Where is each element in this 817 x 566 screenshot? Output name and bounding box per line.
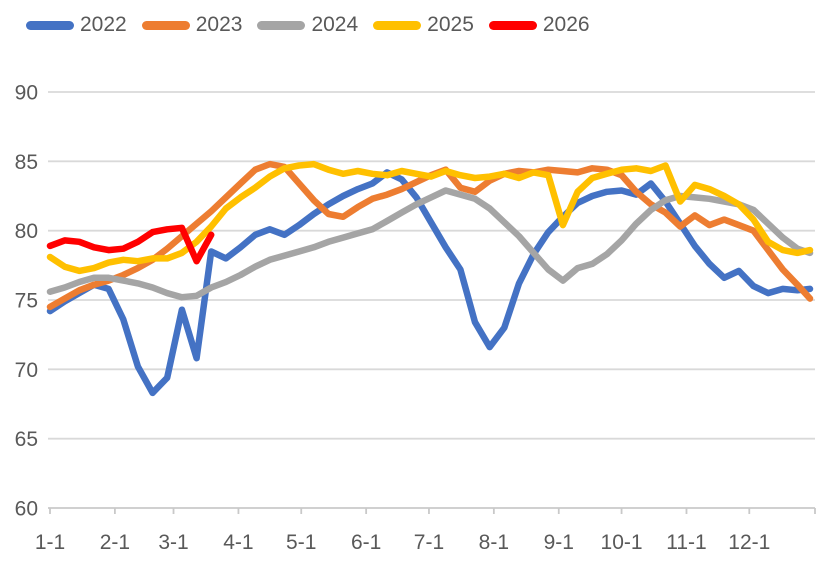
x-tick-label-9-1: 9-1 [544,531,574,554]
legend-label-2022: 2022 [80,13,127,36]
legend-item-2024: 2024 [257,11,358,39]
series-line-2025 [46,160,814,275]
x-tick-label-2-1: 2-1 [100,531,130,554]
x-tick-label-7-1: 7-1 [414,531,444,554]
series-line-2022 [46,169,814,397]
y-tick-label-65: 65 [15,428,38,451]
legend-swatch-2026 [488,20,537,30]
x-tick-label-11-1: 11-1 [666,531,706,554]
x-tick-label-1-1: 1-1 [35,531,65,554]
y-tick-label-90: 90 [15,82,38,105]
legend-swatch-2025 [373,20,422,30]
legend-item-2026: 2026 [488,11,590,39]
y-tick-label-70: 70 [15,359,38,382]
chart-legend: 2022 2023 2024 2025 2026 [26,11,590,39]
y-tick-label-85: 85 [15,151,38,174]
legend-swatch-2023 [141,20,190,30]
y-tick-label-80: 80 [15,220,38,243]
legend-label-2024: 2024 [311,13,359,36]
x-tick-label-6-1: 6-1 [351,531,381,554]
legend-label-2025: 2025 [427,13,474,36]
y-tick-label-75: 75 [15,290,38,313]
x-tick-label-3-1: 3-1 [158,531,188,554]
x-tick-label-10-1: 10-1 [601,531,643,554]
x-tick-label-12-1: 12-1 [728,531,770,554]
legend-item-2022: 2022 [26,11,127,39]
legend-item-2023: 2023 [141,11,243,39]
legend-label-2026: 2026 [542,13,590,36]
x-tick-label-5-1: 5-1 [286,531,316,554]
series-line-2026 [46,224,215,265]
legend-item-2025: 2025 [373,11,474,39]
legend-swatch-2024 [257,20,306,30]
legend-label-2023: 2023 [195,13,243,36]
x-tick-label-8-1: 8-1 [479,531,509,554]
y-tick-label-60: 60 [15,498,38,521]
x-tick-label-4-1: 4-1 [223,531,253,554]
legend-swatch-2022 [26,20,74,30]
